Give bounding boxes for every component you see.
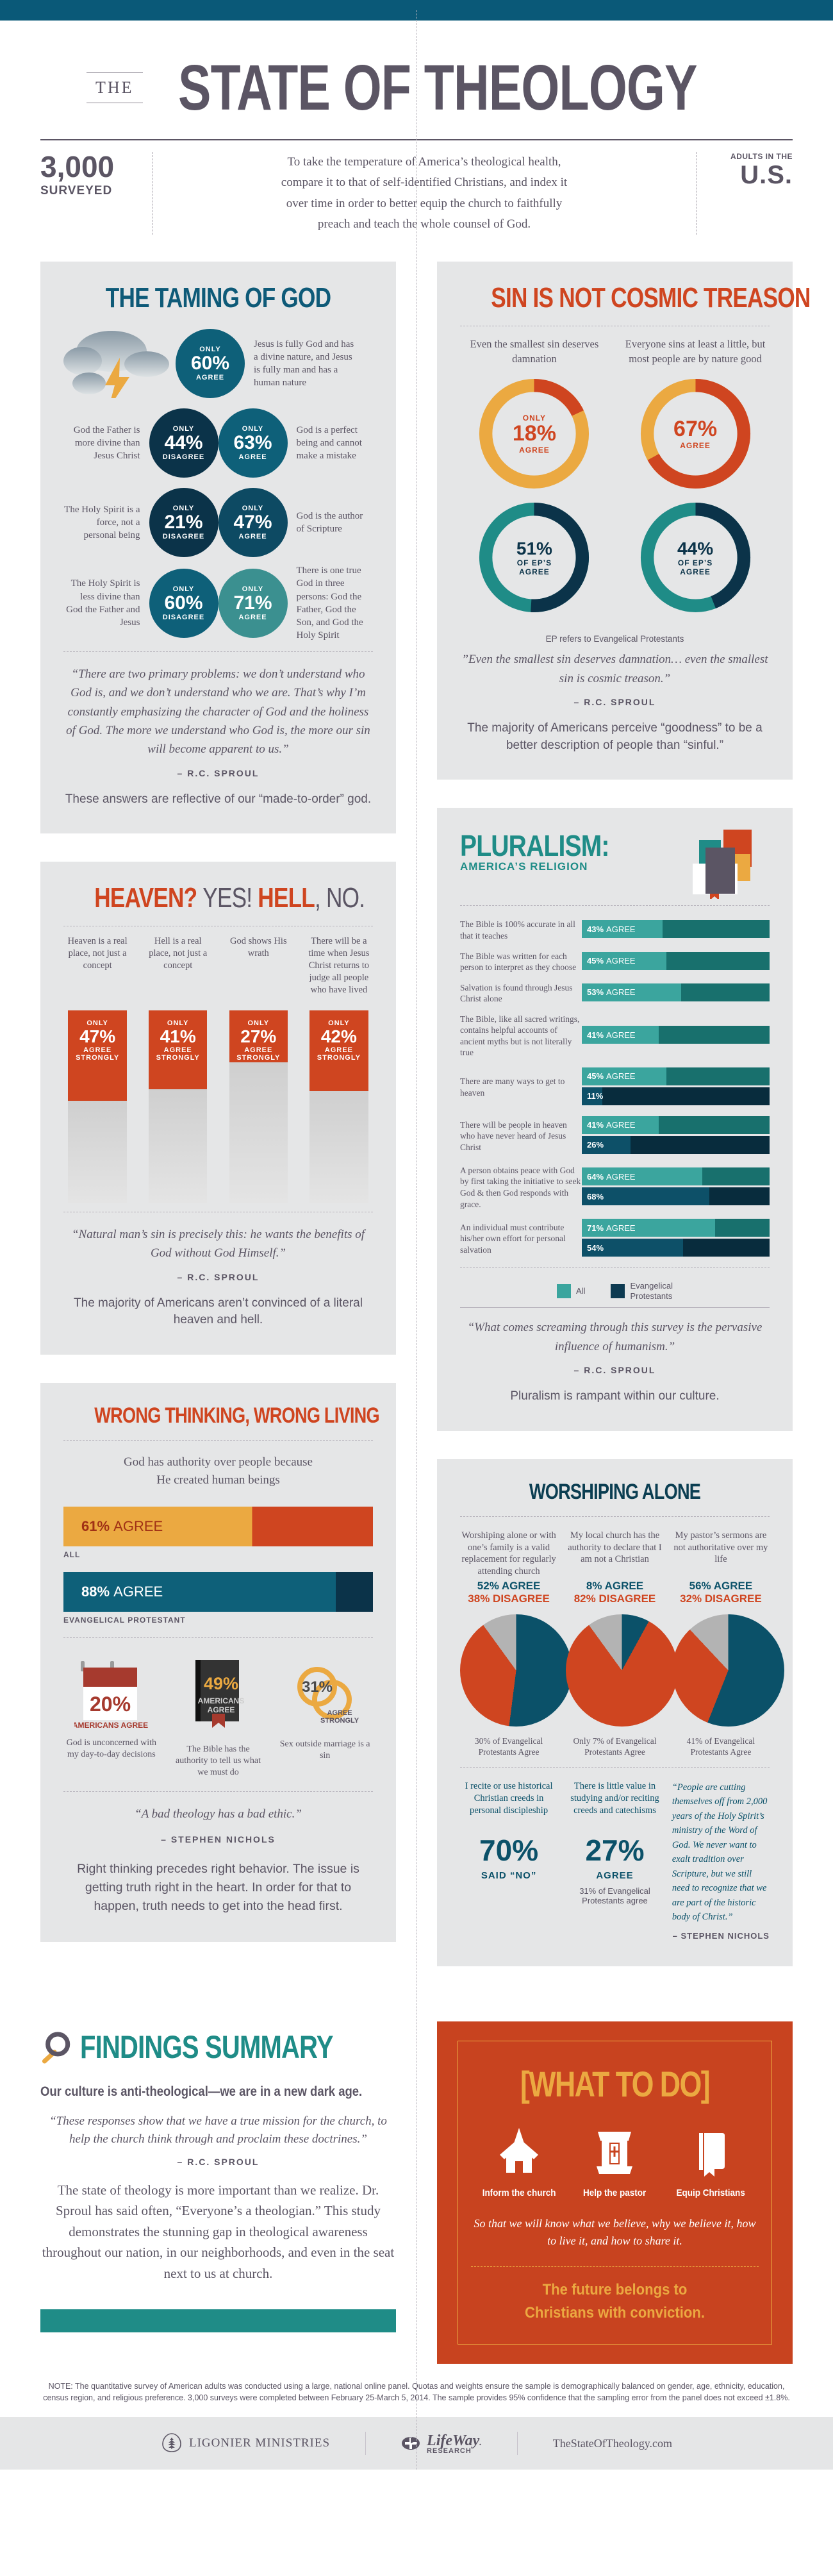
svg-text:20%: 20% [90,1693,131,1716]
svg-text:49%: 49% [204,1674,238,1693]
svg-text:AMERICANS: AMERICANS [198,1696,245,1705]
svg-text:AGREE: AGREE [208,1705,235,1714]
svg-text:STRONGLY: STRONGLY [320,1717,359,1725]
svg-text:AMERICANS AGREE: AMERICANS AGREE [74,1721,148,1730]
svg-text:AGREE: AGREE [327,1709,352,1717]
svg-text:31%: 31% [302,1678,333,1696]
